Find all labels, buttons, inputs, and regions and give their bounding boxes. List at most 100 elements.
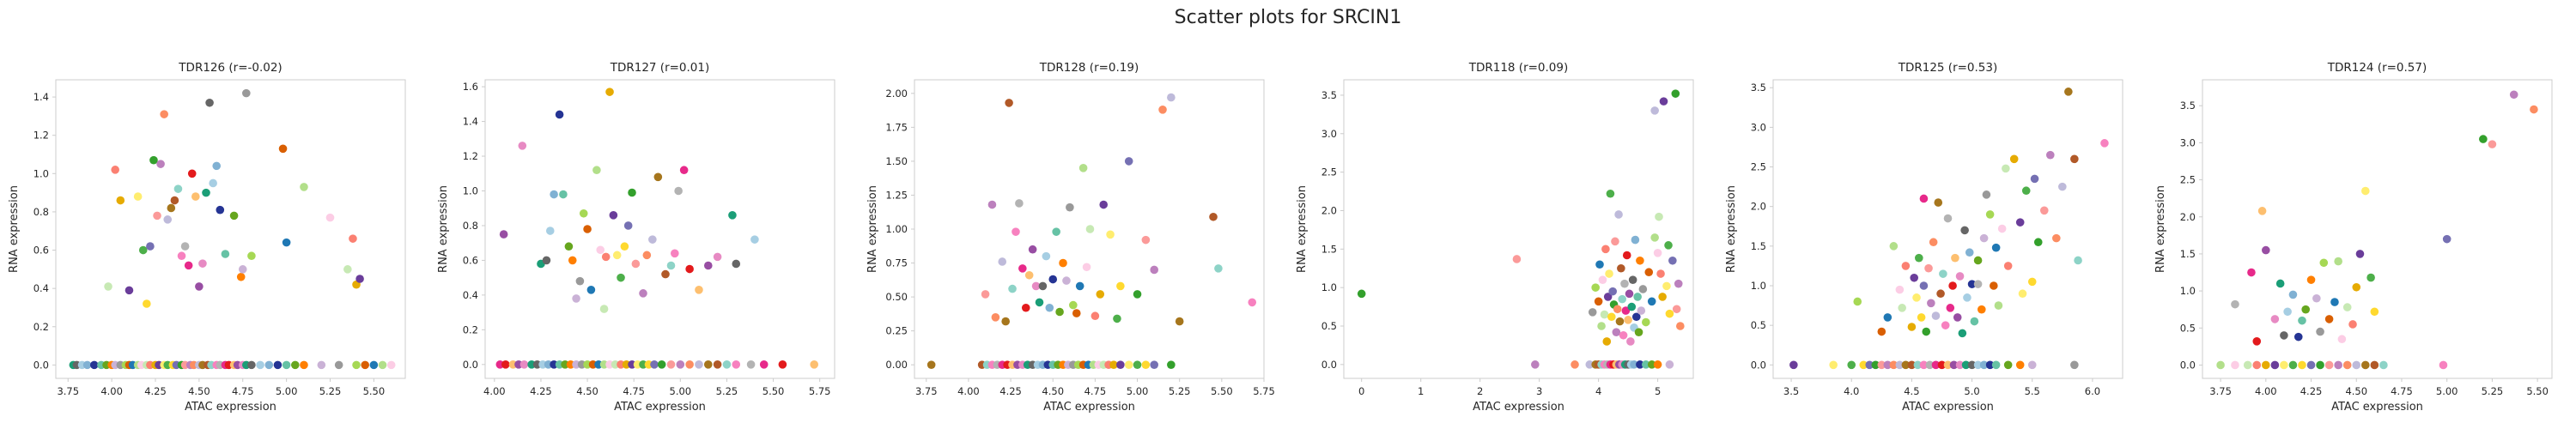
- data-point: [2070, 154, 2079, 164]
- data-point: [2018, 289, 2027, 299]
- data-point: [1948, 281, 1957, 290]
- data-point: [1614, 210, 1623, 219]
- data-point: [1653, 249, 1662, 257]
- x-tick-label: 5.5: [2025, 385, 2040, 397]
- x-tick-label: 4.00: [957, 385, 980, 397]
- data-point: [1116, 360, 1125, 369]
- data-point: [2027, 360, 2037, 370]
- data-point: [282, 360, 291, 370]
- data-point: [1990, 281, 1998, 290]
- data-point: [1141, 360, 1151, 369]
- data-point: [2348, 320, 2357, 329]
- data-point: [1919, 194, 1929, 203]
- data-point: [386, 360, 396, 370]
- data-point: [1622, 251, 1631, 260]
- y-tick-label: 0.0: [33, 359, 49, 371]
- data-point: [1021, 303, 1030, 312]
- y-tick-label: 1.0: [33, 167, 49, 179]
- data-point: [2288, 290, 2298, 299]
- data-point: [1991, 243, 2001, 252]
- data-point: [1977, 305, 1986, 314]
- data-point: [1671, 89, 1680, 98]
- data-point: [2316, 360, 2324, 370]
- data-point: [1167, 360, 1176, 369]
- data-point: [2280, 331, 2288, 340]
- data-point: [653, 172, 663, 182]
- data-point: [369, 360, 379, 370]
- data-point: [187, 169, 197, 178]
- data-point: [1601, 245, 1610, 254]
- data-points: [69, 88, 396, 370]
- data-point: [1915, 253, 1923, 263]
- subplot-title: TDR128 (r=0.19): [1039, 61, 1139, 75]
- y-tick-label: 2.5: [1321, 166, 1337, 178]
- y-tick-label: 1.0: [1751, 280, 1766, 292]
- data-point: [1042, 251, 1051, 261]
- data-point: [2330, 298, 2339, 306]
- x-tick-label: 4.25: [144, 385, 167, 397]
- x-tick-label: 3.75: [2209, 385, 2232, 397]
- data-point: [810, 360, 818, 369]
- data-point: [1091, 311, 1100, 321]
- data-point: [1994, 301, 2003, 310]
- y-tick-label: 1.5: [1751, 240, 1766, 252]
- data-point: [1961, 360, 1971, 370]
- x-tick-label: 3.5: [1783, 385, 1799, 397]
- subplot-title: TDR127 (r=0.01): [610, 61, 710, 75]
- plot-area: [1772, 79, 2123, 379]
- data-point: [1877, 360, 1886, 370]
- data-point: [542, 256, 551, 265]
- data-point: [2379, 360, 2388, 370]
- data-point: [1951, 253, 1959, 263]
- data-point: [1099, 200, 1109, 209]
- data-point: [550, 190, 558, 199]
- data-point: [1214, 264, 1223, 273]
- data-point: [1647, 297, 1656, 306]
- data-point: [1621, 306, 1631, 315]
- data-point: [247, 251, 256, 261]
- data-point: [1001, 317, 1010, 326]
- data-point: [1133, 360, 1142, 369]
- data-point: [1955, 272, 1965, 281]
- data-point: [713, 252, 722, 262]
- data-point: [2052, 233, 2061, 243]
- data-point: [1591, 283, 1600, 292]
- data-point: [1953, 313, 1962, 322]
- x-tick-label: 4.50: [576, 385, 598, 397]
- y-tick-label: 1.00: [885, 223, 908, 235]
- data-point: [2243, 360, 2252, 370]
- data-point: [2003, 360, 2013, 370]
- x-tick-label: 4.00: [483, 385, 506, 397]
- data-point: [1167, 93, 1176, 102]
- y-tick-label: 3.0: [1321, 128, 1337, 140]
- data-point: [599, 305, 609, 313]
- data-point: [1789, 360, 1798, 370]
- x-tick-label: 4.0: [1844, 385, 1859, 397]
- y-axis-label: RNA expression: [437, 185, 450, 273]
- data-point: [1925, 360, 1935, 370]
- y-tick-label: 0.4: [33, 282, 49, 294]
- data-point: [2252, 360, 2262, 370]
- y-tick-label: 1.4: [33, 91, 49, 103]
- x-tick-label: 5.50: [1211, 385, 1233, 397]
- x-tick-label: 5.00: [670, 385, 692, 397]
- data-point: [671, 249, 679, 258]
- data-point: [1655, 212, 1663, 221]
- data-point: [2288, 360, 2298, 370]
- data-point: [1106, 230, 1115, 239]
- data-point: [2100, 139, 2109, 148]
- x-tick-label: 4.50: [1042, 385, 1064, 397]
- data-point: [1624, 316, 1632, 324]
- data-point: [1653, 360, 1662, 369]
- data-point: [1955, 360, 1965, 370]
- y-tick-label: 2.0: [1321, 204, 1337, 216]
- data-point: [1676, 322, 1685, 330]
- data-point: [666, 360, 676, 369]
- y-tick-label: 0.5: [1751, 319, 1766, 331]
- data-point: [184, 261, 193, 270]
- data-point: [2366, 273, 2375, 282]
- data-point: [1612, 328, 1621, 336]
- y-tick-label: 0.4: [463, 289, 478, 301]
- data-point: [1910, 273, 1919, 282]
